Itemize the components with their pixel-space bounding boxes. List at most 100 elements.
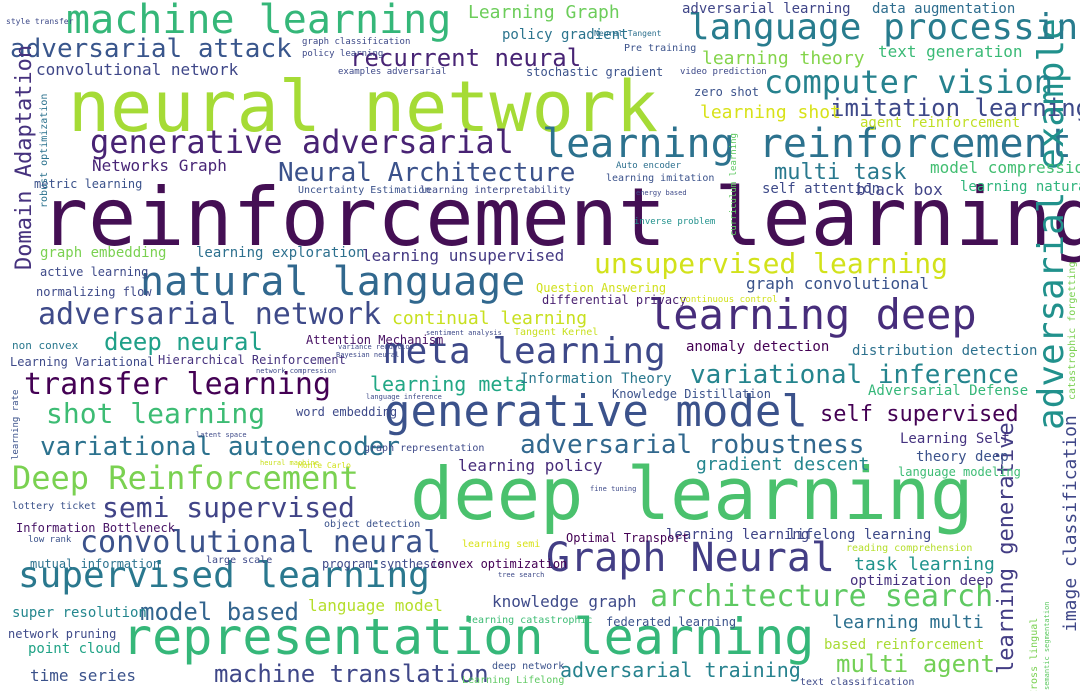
word-policy-learning: policy learning xyxy=(302,49,384,59)
word-distribution-detection: distribution detection xyxy=(852,343,1038,359)
word-inverse-problem: inverse problem xyxy=(634,217,716,227)
word-machine-translation: machine translation xyxy=(214,660,489,688)
word-agent-reinforcement: agent reinforcement xyxy=(860,115,1021,131)
word-transfer-learning: transfer learning xyxy=(24,367,332,402)
word-knowledge-graph: knowledge graph xyxy=(492,592,637,611)
word-knowledge-distillation: Knowledge Distillation xyxy=(612,387,771,401)
word-energy-based: energy based xyxy=(636,189,687,197)
word-black-box: black box xyxy=(856,180,943,199)
word-large-scale: large scale xyxy=(206,555,273,566)
word-learning-catastrophic: learning catastrophic xyxy=(466,615,593,626)
word-data-augmentation: data augmentation xyxy=(872,1,1016,17)
word-neural-network: neural network xyxy=(68,66,659,148)
word-task-learning: task learning xyxy=(854,554,995,575)
word-learning-imitation: learning imitation xyxy=(606,173,715,184)
word-gradient-descent: gradient descent xyxy=(696,454,870,475)
word-generative-model: generative model xyxy=(384,386,808,437)
word-learning-unsupervised: learning unsupervised xyxy=(362,246,565,265)
word-semantic-segmentation: semantic segmentation xyxy=(1043,601,1051,690)
word-learning-variational: Learning Variational xyxy=(10,355,155,369)
word-optimization-deep: optimization deep xyxy=(850,573,994,589)
word-continual-learning: continual learning xyxy=(392,308,588,329)
word-mutual-information: mutual information xyxy=(30,557,161,571)
word-recurrent-neural: recurrent neural xyxy=(350,44,582,72)
word-semi-supervised: semi supervised xyxy=(102,491,355,524)
word-word-embedding: word embedding xyxy=(296,405,398,419)
word-learning-policy: learning policy xyxy=(458,456,603,475)
word-continuous-control: continuous control xyxy=(680,295,778,305)
word-architecture-search: architecture search xyxy=(650,579,994,614)
word-deep-network: deep network xyxy=(492,661,565,672)
word-graph-representation: graph representation xyxy=(364,443,485,454)
word-learning-natural: learning natural xyxy=(960,179,1080,195)
word-computer-vision: computer vision xyxy=(764,63,1053,101)
word-graph-convolutional: graph convolutional xyxy=(746,274,930,293)
word-information-theory: Information Theory xyxy=(520,371,672,387)
word-heural-machine: heural machine xyxy=(260,459,320,467)
word-non-convex: non convex xyxy=(12,339,79,352)
word-self-supervised: self supervised xyxy=(820,402,1019,427)
word-policy-gradient: policy gradient xyxy=(502,27,629,43)
word-learning-reinforcement: learning reinforcement xyxy=(542,121,1072,167)
word-variational-inference: variational inference xyxy=(690,360,1019,390)
word-imitation-learning: imitation learning xyxy=(830,94,1080,122)
word-multi-agent: multi agent xyxy=(836,650,995,678)
word-super-resolution: super resolution xyxy=(12,605,147,621)
word-bayesian-neural: Bayesian neural xyxy=(336,351,400,359)
word-learning-semi: learning semi xyxy=(462,539,541,550)
word-style-transfer: style transfer xyxy=(6,17,74,26)
word-supervised-learning: supervised learning xyxy=(18,555,430,596)
word-meta-learning: meta learning xyxy=(384,331,666,372)
word-convex-optimization: convex optimization xyxy=(430,557,568,571)
word-representation-learning: representation learning xyxy=(122,608,815,666)
word-image-classification: image classification xyxy=(1060,415,1080,632)
word-networks-graph: Networks Graph xyxy=(92,156,227,175)
word-learning-multi: learning multi xyxy=(832,612,984,633)
word-latent-space: latent space xyxy=(196,431,247,439)
word-network-pruning: network pruning xyxy=(8,627,117,641)
word-variance-reduction: variance reduction xyxy=(338,343,414,351)
word-learning-deep: learning deep xyxy=(648,290,977,339)
word-time-series: time series xyxy=(30,666,136,685)
word-based-reinforcement: based reinforcement xyxy=(824,637,985,653)
word-question-answering: Question Answering xyxy=(536,281,667,295)
word-unsupervised-learning: unsupervised learning xyxy=(594,247,949,280)
word-deep-learning: deep learning xyxy=(410,452,974,536)
word-model-based: model based xyxy=(140,598,299,626)
word-monte-carlo: Monte Carlo xyxy=(298,461,351,470)
word-zero-shot: zero shot xyxy=(694,85,760,99)
word-lifelong-learning: lifelong learning xyxy=(788,527,932,543)
word-video-prediction: video prediction xyxy=(680,67,767,77)
word-information-bottleneck: Information Bottleneck xyxy=(16,521,175,535)
word-robust-optimization: robust optimization xyxy=(39,93,50,208)
word-learning-self: Learning Self xyxy=(900,431,1010,447)
word-adversarial-attack: adversarial attack xyxy=(10,34,292,64)
word-federated-learning: federated learning xyxy=(606,615,737,629)
word-catastrophic-forgetting: catastrophic forgetting xyxy=(1067,261,1078,400)
word-adversarial-training: adversarial training xyxy=(560,658,801,682)
word-generative-adversarial: generative adversarial xyxy=(90,123,514,161)
word-deep-neural: deep neural xyxy=(104,328,263,356)
word-fine-tuning: fine tuning xyxy=(590,485,637,493)
word-model-compression: model compression xyxy=(930,158,1080,177)
word-text-classification: text classification xyxy=(800,677,915,688)
word-natural-language: natural language xyxy=(140,259,526,305)
word-domain-adaptation: Domain Adaptation xyxy=(12,44,37,270)
word-hierarchical-reinforcement: Hierarchical Reinforcement xyxy=(158,353,346,367)
word-auto-encoder: Auto encoder xyxy=(616,161,682,171)
word-machine-learning: machine learning xyxy=(66,0,452,43)
word-program-synthesis: program synthesis xyxy=(322,557,445,571)
word-language-processing: language processing xyxy=(688,7,1080,48)
word-graph-neural: Graph Neural xyxy=(546,535,835,581)
word-reading-comprehension: reading comprehension xyxy=(846,543,973,554)
word-point-cloud: point cloud xyxy=(28,641,121,657)
word-graph-embedding: graph embedding xyxy=(40,245,167,261)
word-neural-architecture: Neural Architecture xyxy=(278,158,576,188)
word-learning-meta: learning meta xyxy=(370,372,527,396)
word-pre-training: Pre training xyxy=(624,43,697,54)
word-adversarial-network: adversarial network xyxy=(38,297,382,332)
word-learning-interpretability: learning interpretability xyxy=(420,185,571,196)
word-sentiment-analysis: sentiment analysis xyxy=(426,329,502,337)
word-neural-tangent: Neural Tangent xyxy=(594,29,662,38)
